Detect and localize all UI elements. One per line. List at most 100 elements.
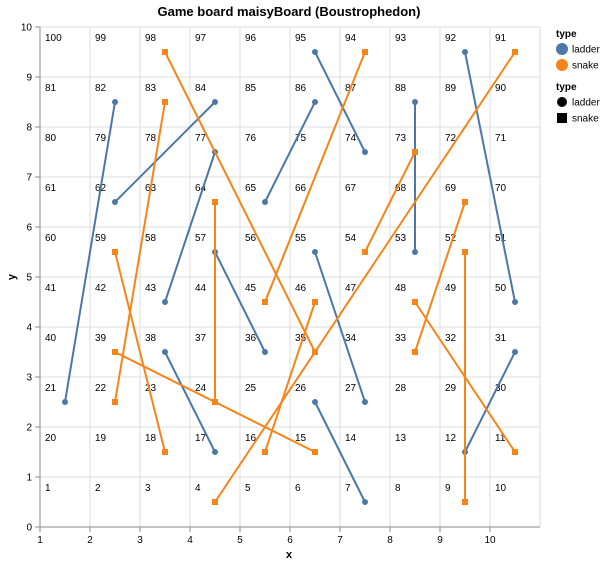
cell-label: 33 [395, 333, 407, 344]
cell-label: 3 [145, 483, 151, 494]
cell-label: 6 [295, 483, 301, 494]
legend-color-swatch [556, 43, 568, 55]
cell-label: 2 [95, 483, 101, 494]
ladder-series [62, 99, 118, 405]
cell-label: 18 [145, 433, 157, 444]
cell-label: 74 [345, 133, 357, 144]
cell-label: 97 [195, 33, 207, 44]
y-tick-label: 8 [26, 123, 32, 134]
cell-label: 83 [145, 83, 157, 94]
cell-label: 56 [245, 233, 257, 244]
cell-label: 53 [395, 233, 407, 244]
ladder-point [412, 249, 418, 255]
cell-label: 23 [145, 383, 157, 394]
cell-label: 42 [95, 283, 107, 294]
snake-point [112, 249, 118, 255]
cell-label: 54 [345, 233, 357, 244]
x-tick-label: 5 [237, 535, 243, 546]
legend-shape-swatch [557, 113, 567, 123]
ladder-point [312, 399, 318, 405]
x-tick-label: 1 [37, 535, 43, 546]
cell-label: 89 [445, 83, 457, 94]
ladder-point [262, 349, 268, 355]
cell-label: 12 [445, 433, 457, 444]
cell-label: 61 [45, 183, 57, 194]
y-tick-label: 7 [26, 173, 32, 184]
y-tick-label: 0 [26, 523, 32, 534]
snake-point [362, 249, 368, 255]
snake-point [412, 299, 418, 305]
cell-label: 21 [45, 383, 57, 394]
snake-line [264, 51, 366, 303]
ladder-series [312, 249, 368, 405]
legend-shape-title: type [556, 82, 577, 93]
snake-point [462, 499, 468, 505]
cell-label: 40 [45, 333, 57, 344]
cell-label: 95 [295, 33, 307, 44]
ladder-series [312, 49, 368, 155]
y-tick-label: 10 [21, 23, 33, 34]
cell-label: 16 [245, 433, 257, 444]
snake-point [162, 449, 168, 455]
ladder-point [112, 199, 118, 205]
snake-point [212, 399, 218, 405]
cell-label: 10 [495, 483, 507, 494]
legend-color-title: type [556, 29, 577, 40]
cell-label: 45 [245, 283, 257, 294]
legend-color-label: ladder [572, 45, 600, 56]
cell-label: 4 [195, 483, 201, 494]
ladder-point [512, 349, 518, 355]
snake-series [362, 149, 418, 255]
ladder-line [214, 251, 266, 353]
cell-label: 20 [45, 433, 57, 444]
ladder-point [512, 299, 518, 305]
x-axis-title: x [286, 549, 293, 561]
x-tick-label: 8 [387, 535, 393, 546]
cell-label: 76 [245, 133, 257, 144]
y-tick-label: 1 [26, 473, 32, 484]
y-tick-label: 9 [26, 73, 32, 84]
cell-label: 31 [495, 333, 507, 344]
ladder-line [64, 101, 116, 403]
ladder-point [412, 99, 418, 105]
cell-label: 81 [45, 83, 57, 94]
cell-label: 96 [245, 33, 257, 44]
cell-label: 88 [395, 83, 407, 94]
legend: type ladder snake type ladder snake [556, 29, 600, 125]
snake-point [212, 499, 218, 505]
y-axis-title: y [6, 273, 18, 280]
cell-label: 28 [395, 383, 407, 394]
cell-label: 75 [295, 133, 307, 144]
cell-label: 79 [95, 133, 107, 144]
cell-label: 22 [95, 383, 107, 394]
cell-label: 98 [145, 33, 157, 44]
snake-point [312, 449, 318, 455]
ladder-point [212, 99, 218, 105]
snake-series [212, 49, 518, 505]
x-tick-label: 4 [187, 535, 193, 546]
cell-label: 35 [295, 333, 307, 344]
cell-label: 93 [395, 33, 407, 44]
y-tick-label: 2 [26, 423, 32, 434]
snake-point [412, 349, 418, 355]
snake-point [462, 249, 468, 255]
ladder-line [314, 251, 366, 403]
ladder-line [164, 351, 216, 453]
ladder-line [264, 101, 316, 203]
cell-label: 99 [95, 33, 107, 44]
cell-label: 86 [295, 83, 307, 94]
cell-label: 25 [245, 383, 257, 394]
cell-label: 11 [495, 433, 506, 444]
ladder-point [212, 449, 218, 455]
ladder-series [412, 99, 418, 255]
legend-color-swatch [556, 59, 568, 71]
snake-point [162, 99, 168, 105]
cell-label: 46 [295, 283, 307, 294]
snake-point [512, 449, 518, 455]
cell-label: 92 [445, 33, 457, 44]
cell-label: 38 [145, 333, 157, 344]
cell-label: 100 [45, 33, 62, 44]
legend-shape-label: snake [572, 114, 599, 125]
